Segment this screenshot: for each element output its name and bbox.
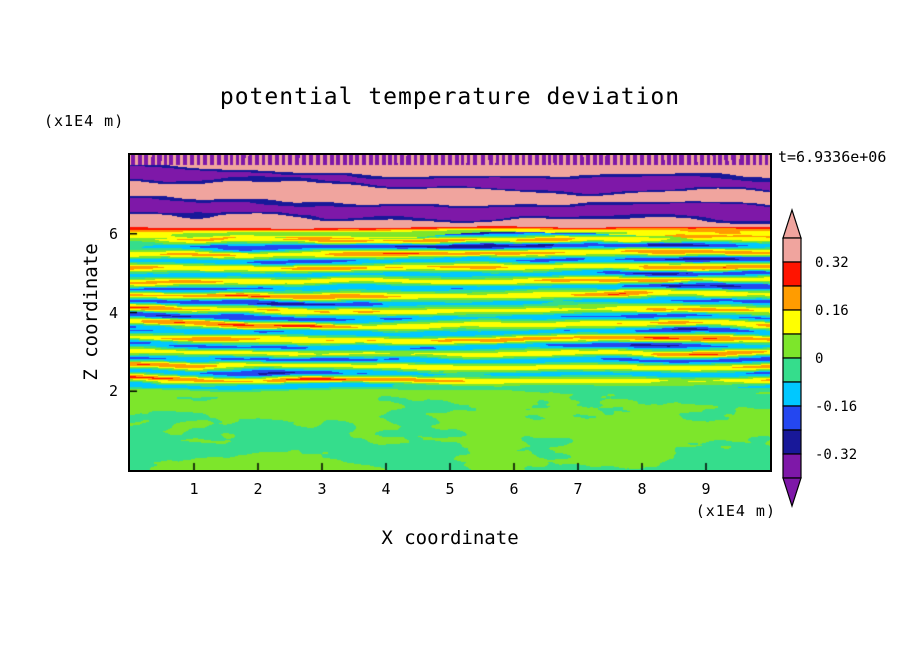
colorbar-segment (782, 381, 802, 407)
colorbar-segment (782, 405, 802, 431)
colorbar-arrow-bottom-icon (782, 477, 802, 508)
x-axis-unit-label: (x1E4 m) (695, 502, 776, 520)
colorbar-segment (782, 333, 802, 359)
x-tick-label: 9 (701, 480, 711, 498)
colorbar-tick-label: -0.32 (815, 447, 857, 463)
x-tick-label: 8 (637, 480, 647, 498)
x-tick-label: 6 (509, 480, 519, 498)
x-tick-label: 7 (573, 480, 583, 498)
z-axis-unit-label: (x1E4 m) (44, 112, 125, 130)
colorbar-arrow-top-icon (782, 208, 802, 239)
colorbar-segment (782, 429, 802, 455)
z-tick-label: 4 (108, 303, 118, 322)
x-tick-label: 3 (317, 480, 327, 498)
colorbar: 0.32 0.16 0 -0.16 -0.32 (779, 206, 889, 518)
x-tick-label: 2 (253, 480, 263, 498)
colorbar-tick-label: -0.16 (815, 399, 857, 415)
colorbar-segment (782, 357, 802, 383)
chart-title: potential temperature deviation (219, 84, 681, 110)
x-tick-label: 1 (189, 480, 199, 498)
colorbar-segment (782, 237, 802, 263)
time-label: t=6.9336e+06 (778, 148, 887, 166)
heatmap-canvas (130, 155, 770, 470)
colorbar-tick-label: 0 (815, 351, 823, 367)
colorbar-segment (782, 285, 802, 311)
colorbar-segment (782, 453, 802, 479)
colorbar-svg: 0.32 0.16 0 -0.16 -0.32 (782, 208, 857, 508)
colorbar-tick-label: 0.32 (815, 255, 849, 271)
z-tick-label: 2 (108, 382, 118, 401)
plot-frame (128, 153, 772, 472)
colorbar-segment (782, 309, 802, 335)
z-tick-label: 6 (108, 224, 118, 243)
colorbar-segment (782, 261, 802, 287)
x-tick-label: 4 (381, 480, 391, 498)
x-axis-title: X coordinate (381, 527, 519, 549)
x-tick-label: 5 (445, 480, 455, 498)
colorbar-tick-label: 0.16 (815, 303, 849, 319)
